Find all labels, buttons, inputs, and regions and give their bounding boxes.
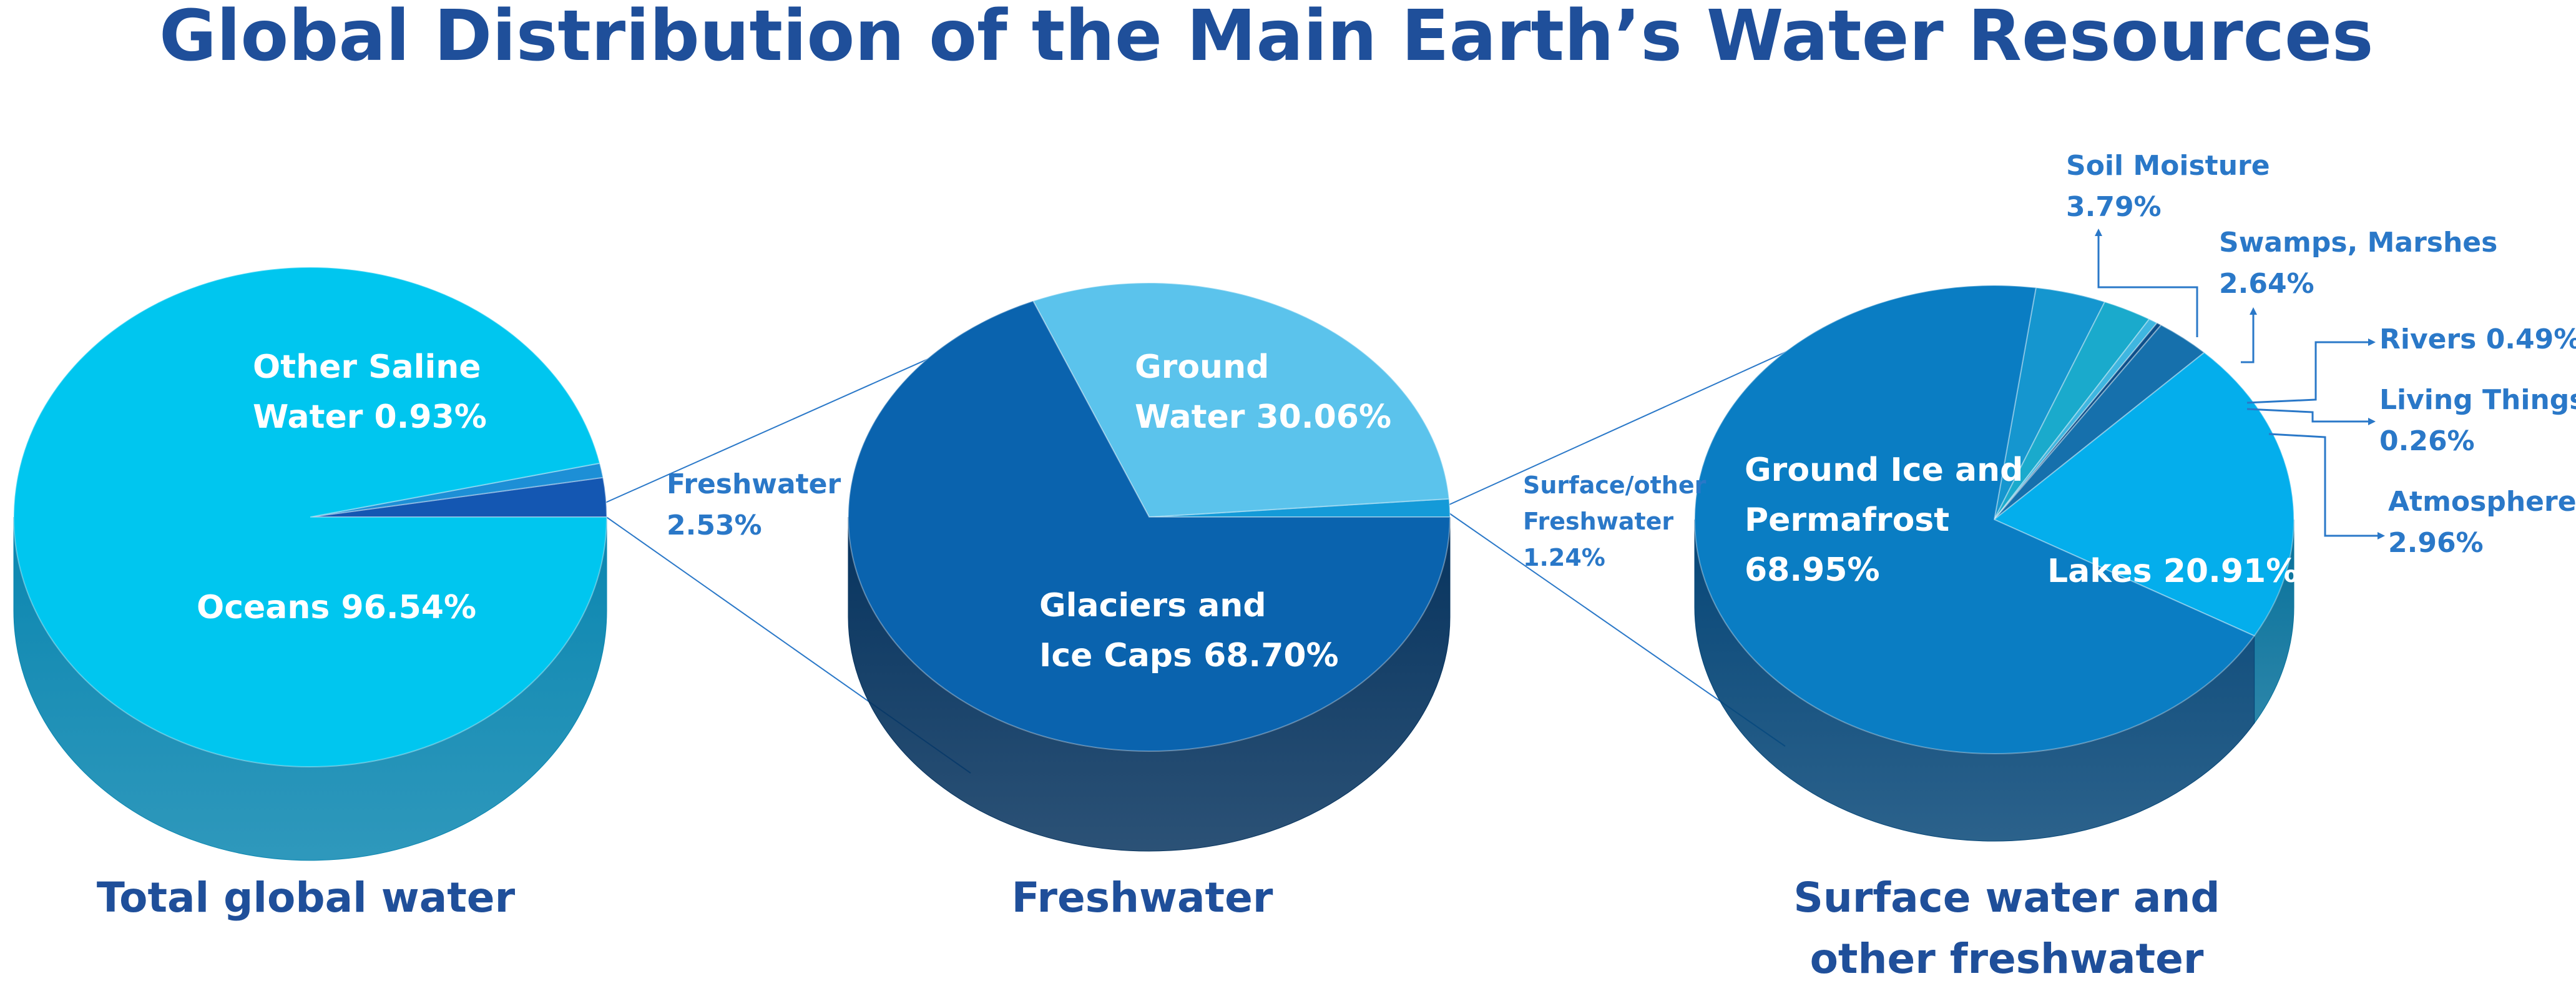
pie-slice-rivers (1994, 318, 2158, 520)
slice-label-lakes: Lakes 20.91% (2047, 553, 2298, 590)
callout-arrow-atmosphere (2268, 433, 2385, 540)
pie-slice-glaciers-and-ice-caps (848, 300, 1451, 752)
zoom-connector-line (1449, 346, 1798, 505)
slice-label-glaciers-and-ice-caps: Glaciers and Ice Caps 68.70% (1039, 587, 1339, 674)
slice-label-soil-moisture: Soil Moisture 3.79% (2066, 150, 2270, 223)
slice-label-oceans: Oceans 96.54% (197, 589, 476, 626)
callout-arrow-swamps-marshes (2241, 307, 2257, 363)
pie-slice-atmosphere (1994, 324, 2206, 520)
slice-label-rivers: Rivers 0.49% (2379, 323, 2576, 355)
pie-slice-other-saline-water (310, 462, 604, 518)
slice-label-living-things: Living Things 0.26% (2379, 384, 2576, 457)
pie-caption: Freshwater (1012, 874, 1273, 922)
pie-captions: Total global water Freshwater Surface wate… (97, 874, 2220, 983)
pie-slice-freshwater (310, 476, 608, 518)
pie-slice-ground-ice-and-permafrost (1693, 285, 2256, 754)
slice-label-surface-other-freshwater: Surface/other Freshwater 1.24% (1523, 471, 1707, 571)
slice-label-ground-water: Ground Water 30.06% (1135, 348, 1391, 436)
slice-label-freshwater: Freshwater 2.53% (667, 468, 841, 541)
pie-slice-lakes (1993, 352, 2294, 637)
pie-caption: Surface water and other freshwater (1793, 874, 2220, 983)
callout-arrow-soil-moisture (2095, 229, 2198, 337)
slice-label-swamps-marshes: Swamps, Marshes 2.64% (2219, 227, 2497, 300)
pie-2 (848, 282, 1451, 852)
pie-1 (13, 267, 608, 861)
callout-arrows (2095, 229, 2385, 540)
slice-label-other-saline-water: Other Saline Water 0.93% (253, 348, 487, 436)
pie-slice-living-things (1994, 322, 2162, 520)
pie-slice-oceans (13, 267, 608, 767)
callout-arrow-rivers (2246, 338, 2376, 404)
callout-arrow-living-things (2246, 408, 2376, 425)
pie-slice-ground-water (1032, 282, 1450, 518)
slice-labels: Oceans 96.54% Other Saline Water 0.93% Fres… (197, 150, 2576, 674)
pie-slice-swamps-marshes (1994, 301, 2150, 520)
pie-slice-surface-other-freshwater (1148, 498, 1451, 518)
pie-charts (13, 267, 2294, 861)
pie-slice-soil-moisture (1994, 287, 2106, 520)
chart-title: Global Distribution of the Main Earth’s … (159, 0, 2374, 77)
pie-3 (1693, 285, 2294, 842)
pie-caption: Total global water (97, 874, 516, 922)
slice-label-ground-ice-and-permafrost: Ground Ice and Permafrost 68.95% (1745, 451, 2023, 589)
slice-label-atmosphere: Atmosphere 2.96% (2388, 486, 2576, 559)
